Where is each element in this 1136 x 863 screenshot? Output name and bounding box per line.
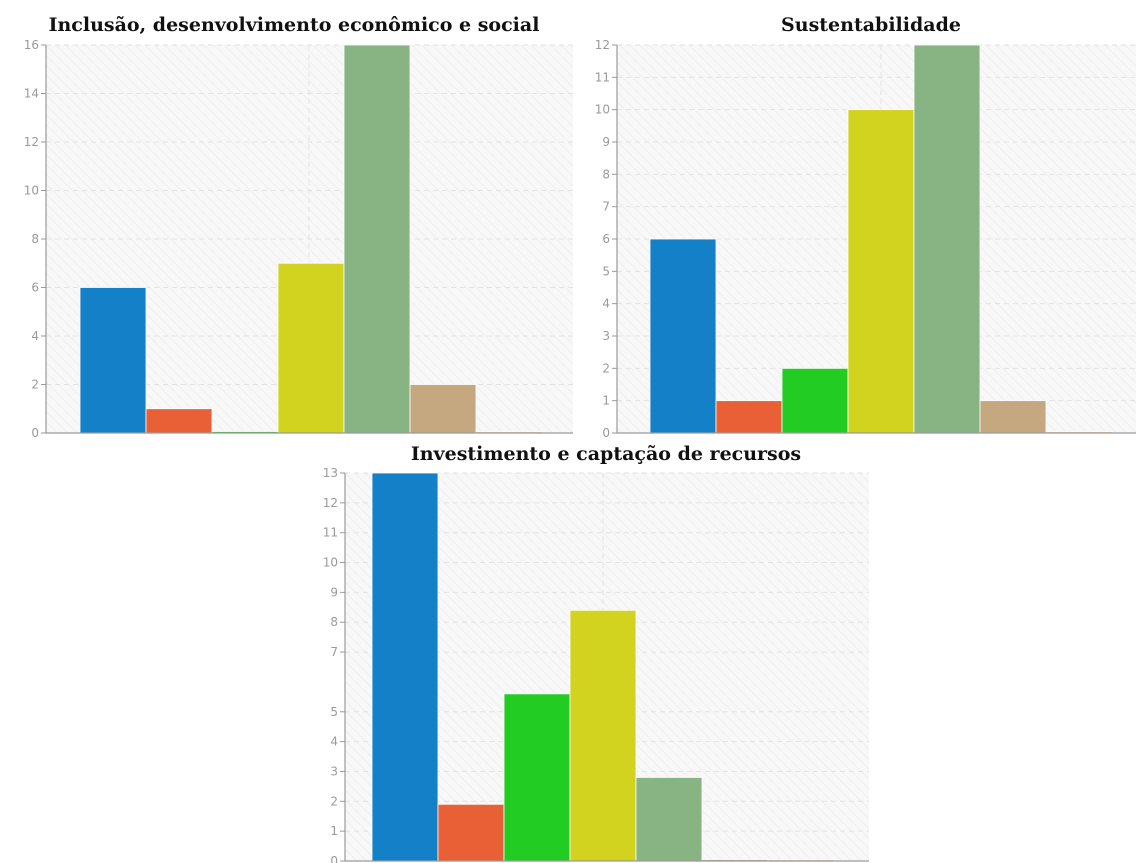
bar (649, 238, 717, 434)
y-tick-label: 12 (323, 496, 338, 510)
y-tick-label: 9 (602, 135, 610, 149)
bar (503, 693, 571, 862)
y-tick-label: 8 (602, 167, 610, 181)
y-tick-label: 12 (595, 38, 610, 52)
bar (437, 803, 505, 862)
y-tick-label: 5 (602, 264, 610, 278)
bar (781, 367, 849, 434)
y-tick-label: 0 (31, 426, 39, 440)
chart-title: Inclusão, desenvolvimento econômico e so… (49, 14, 540, 36)
y-tick-label: 10 (24, 184, 39, 198)
y-tick-label: 14 (24, 87, 39, 101)
bar (371, 472, 439, 862)
y-tick-label: 2 (330, 794, 338, 808)
y-tick-label: 3 (330, 764, 338, 778)
y-tick-label: 6 (31, 281, 39, 295)
y-tick-label: 1 (330, 824, 338, 838)
bar (913, 44, 981, 434)
y-tick-label: 12 (24, 135, 39, 149)
y-tick-label: 7 (602, 200, 610, 214)
chart-title: Investimento e captação de recursos (411, 443, 801, 465)
y-tick-label: 11 (323, 526, 338, 540)
chart-investimento: Investimento e captação de recursos 0123… (323, 443, 869, 863)
y-tick-label: 2 (31, 378, 39, 392)
y-tick-label: 11 (595, 70, 610, 84)
y-tick-label: 9 (330, 585, 338, 599)
y-tick-label: 4 (330, 735, 338, 749)
y-tick-label: 10 (595, 103, 610, 117)
y-tick-label: 8 (330, 615, 338, 629)
bar (277, 262, 345, 434)
bar (409, 384, 477, 434)
bar (569, 609, 637, 862)
chart-title: Sustentabilidade (781, 14, 961, 36)
y-tick-label: 4 (31, 329, 39, 343)
bar (979, 400, 1047, 434)
y-tick-label: 6 (602, 232, 610, 246)
y-tick-label: 0 (602, 426, 610, 440)
y-tick-label: 2 (602, 361, 610, 375)
bar (715, 400, 783, 434)
y-tick-label: 4 (602, 297, 610, 311)
y-tick-label: 0 (330, 854, 338, 863)
bar (79, 287, 147, 434)
chart-inclusao: Inclusão, desenvolvimento econômico e so… (24, 14, 573, 440)
bar (145, 408, 213, 434)
bar (343, 44, 411, 434)
y-tick-label: 16 (24, 38, 39, 52)
y-tick-label: 1 (602, 394, 610, 408)
y-tick-label: 10 (323, 556, 338, 570)
bar (635, 777, 703, 862)
y-tick-label: 7 (330, 645, 338, 659)
y-tick-label: 3 (602, 329, 610, 343)
y-tick-label: 13 (323, 466, 338, 480)
bar (847, 109, 915, 434)
y-tick-label: 8 (31, 232, 39, 246)
y-tick-label: 5 (330, 705, 338, 719)
